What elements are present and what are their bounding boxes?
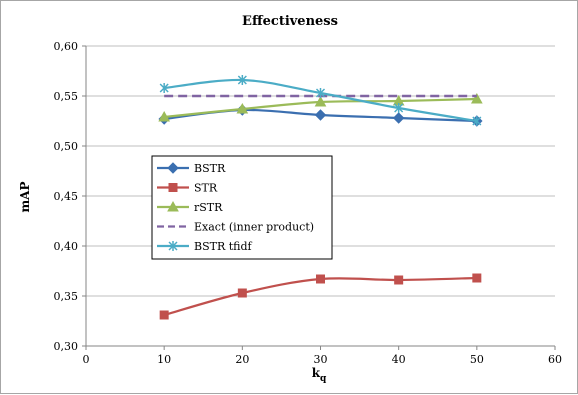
legend-entry: Exact (inner product): [157, 221, 314, 234]
y-tick-label: 0,60: [54, 40, 79, 53]
data-point: [394, 103, 404, 113]
y-tick-label: 0,30: [54, 340, 79, 353]
axes: 0,30 0,35 0,40 0,45 0,50 0,55 0,60 0 10 20 30 40 50 6…: [54, 40, 563, 366]
data-point: [315, 88, 326, 98]
legend-marker: [167, 162, 179, 174]
data-point: [236, 102, 249, 114]
legend-entry: rSTR: [157, 200, 223, 214]
series-bstr: [158, 104, 483, 127]
x-tick-label: 50: [470, 353, 484, 366]
y-tick-label: 0,50: [54, 140, 79, 153]
legend-label: rSTR: [194, 201, 223, 214]
legend-entry: BSTR tfidf: [157, 240, 253, 253]
x-tick-label: 0: [83, 353, 90, 366]
legend-label: Exact (inner product): [194, 221, 314, 234]
data-point: [472, 116, 482, 126]
y-tick-label: 0,45: [54, 190, 79, 203]
x-tick-label: 20: [235, 353, 249, 366]
legend: BSTR STR rSTR Exact (inner product) BSTR tfi…: [151, 155, 333, 260]
y-axis-label: mAP: [18, 181, 32, 212]
y-tick-label: 0,40: [54, 240, 79, 253]
data-point: [470, 92, 483, 104]
data-point: [158, 110, 171, 122]
legend-entry: BSTR: [157, 162, 226, 175]
x-axis-label-subscript: q: [320, 374, 327, 384]
series-str: [159, 273, 482, 320]
data-point: [237, 75, 247, 85]
data-point: [314, 95, 327, 107]
data-point: [472, 273, 482, 283]
series-bstr-tfidf: [159, 75, 482, 126]
data-point: [392, 112, 405, 124]
legend-label: BSTR tfidf: [194, 240, 253, 253]
data-point: [316, 274, 325, 284]
legend-entry: STR: [157, 182, 218, 195]
legend-marker: [167, 200, 179, 212]
x-tick-label: 60: [548, 353, 562, 366]
x-tick-label: 40: [392, 353, 406, 366]
series-rstr: [158, 92, 483, 122]
x-axis-label-main: k: [312, 366, 321, 380]
legend-label: STR: [194, 182, 218, 195]
y-tick-label: 0,35: [54, 290, 79, 303]
series-layer: [158, 75, 483, 320]
data-point: [159, 83, 169, 93]
legend-label: BSTR: [194, 162, 226, 175]
legend-marker: [168, 241, 178, 251]
legend-marker: [168, 183, 178, 192]
chart-title: Effectiveness: [242, 14, 338, 29]
x-tick-label: 30: [314, 353, 328, 366]
data-point: [394, 275, 404, 285]
data-point: [237, 288, 247, 298]
y-tick-label: 0,55: [54, 90, 79, 103]
x-tick-label: 10: [157, 353, 171, 366]
data-point: [159, 310, 169, 320]
data-point: [314, 109, 327, 121]
x-axis-label: kq: [312, 366, 327, 384]
